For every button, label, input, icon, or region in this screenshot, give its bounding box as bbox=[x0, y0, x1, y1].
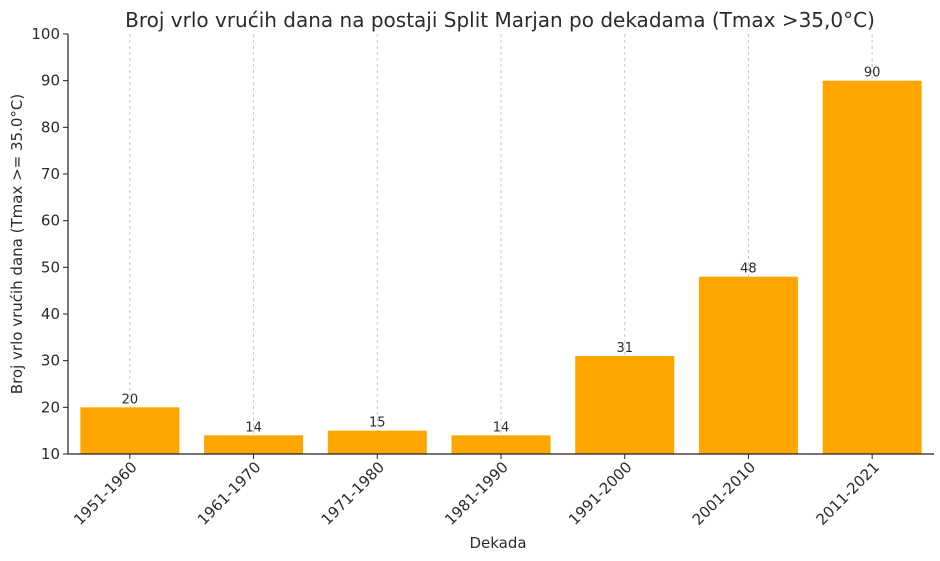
y-axis-label: Broj vrlo vrućih dana (Tmax >= 35.0°C) bbox=[8, 94, 26, 394]
y-tick-label: 90 bbox=[41, 72, 60, 90]
data-label-1971-1980: 15 bbox=[369, 416, 386, 431]
y-tick-label: 10 bbox=[41, 445, 60, 463]
y-tick-label: 60 bbox=[41, 212, 60, 230]
bar-2011-2021 bbox=[822, 80, 922, 455]
bar-2001-2010 bbox=[698, 276, 798, 454]
bar-1991-2000 bbox=[575, 356, 675, 454]
x-tick-label-1951-1960: 1951-1960 bbox=[70, 458, 141, 529]
y-tick-label: 80 bbox=[41, 118, 60, 136]
data-label-1961-1970: 14 bbox=[245, 420, 262, 435]
x-tick-label-1981-1990: 1981-1990 bbox=[441, 458, 512, 529]
chart-title: Broj vrlo vrućih dana na postaji Split M… bbox=[125, 8, 875, 32]
y-tick-label: 20 bbox=[41, 398, 60, 416]
bar-1961-1970 bbox=[204, 435, 304, 454]
x-tick-label-2001-2010: 2001-2010 bbox=[689, 458, 760, 529]
y-tick-label: 100 bbox=[31, 25, 60, 43]
y-tick-label: 70 bbox=[41, 165, 60, 183]
y-tick-label: 50 bbox=[41, 258, 60, 276]
x-tick-label-1971-1980: 1971-1980 bbox=[318, 458, 389, 529]
data-label-1951-1960: 20 bbox=[122, 392, 139, 407]
bar-1981-1990 bbox=[451, 435, 551, 454]
bars: 20 14 15 14 31 48 90 bbox=[80, 66, 922, 455]
data-label-2001-2010: 48 bbox=[740, 262, 757, 277]
x-tick-label-1961-1970: 1961-1970 bbox=[194, 458, 265, 529]
y-tick-label: 40 bbox=[41, 305, 60, 323]
data-label-1981-1990: 14 bbox=[493, 420, 510, 435]
x-tick-label-1991-2000: 1991-2000 bbox=[565, 458, 636, 529]
y-tick-label: 30 bbox=[41, 352, 60, 370]
bar-1951-1960 bbox=[80, 407, 180, 454]
x-axis-label: Dekada bbox=[469, 534, 526, 552]
bar-1971-1980 bbox=[327, 430, 427, 454]
x-tick-label-2011-2021: 2011-2021 bbox=[812, 458, 883, 529]
data-label-2011-2021: 90 bbox=[864, 66, 881, 81]
data-label-1991-2000: 31 bbox=[616, 341, 633, 356]
